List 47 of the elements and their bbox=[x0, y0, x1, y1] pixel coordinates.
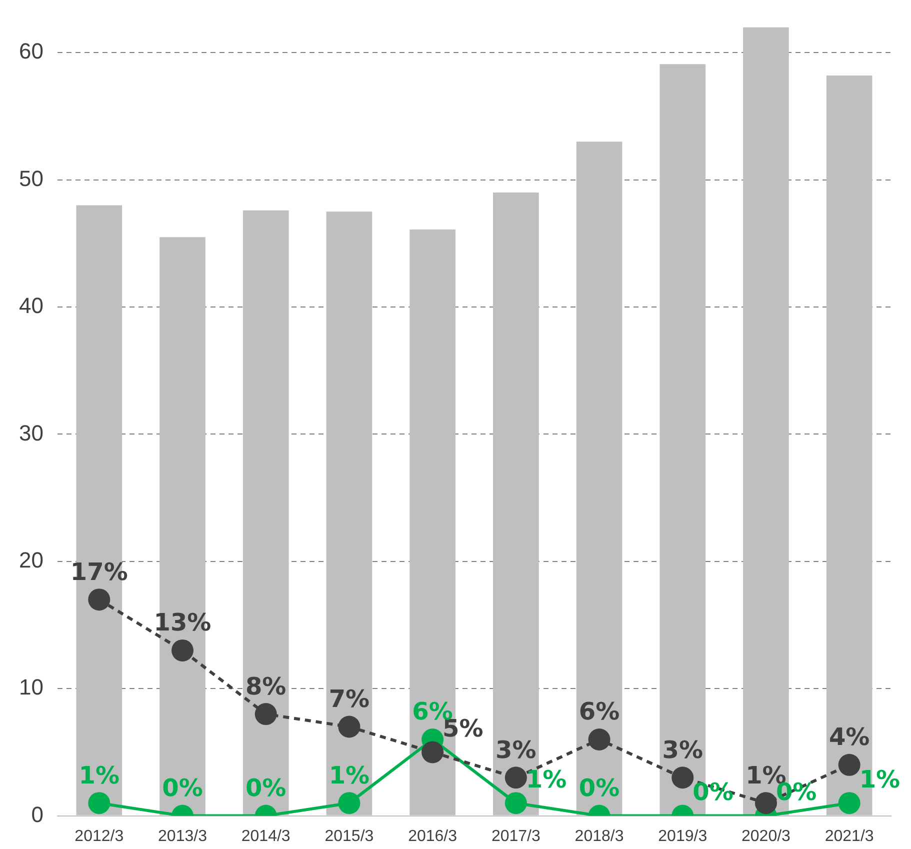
y-tick-label: 20 bbox=[18, 547, 44, 572]
x-tick-label: 2016/3 bbox=[408, 828, 458, 845]
y-tick-label: 10 bbox=[18, 674, 44, 700]
data-label: 0% bbox=[578, 774, 620, 802]
point bbox=[504, 792, 527, 814]
x-tick-label: 2012/3 bbox=[74, 828, 124, 845]
data-label: 0% bbox=[245, 774, 286, 802]
y-tick-label: 30 bbox=[18, 420, 44, 446]
x-tick-label: 2018/3 bbox=[574, 828, 624, 845]
data-label: 6% bbox=[578, 698, 620, 726]
data-label: 1% bbox=[526, 765, 567, 794]
point bbox=[422, 741, 444, 764]
point bbox=[672, 766, 694, 789]
point bbox=[88, 792, 110, 814]
data-label: 3% bbox=[496, 736, 536, 764]
point bbox=[504, 766, 527, 789]
point bbox=[754, 792, 777, 814]
x-tick-label: 2021/3 bbox=[824, 828, 874, 845]
data-label: 3% bbox=[662, 736, 703, 764]
data-label: 0% bbox=[692, 778, 734, 806]
point bbox=[172, 639, 194, 662]
data-label: 1% bbox=[859, 765, 900, 794]
data-label: 8% bbox=[245, 672, 286, 700]
point bbox=[838, 792, 860, 814]
data-label: 1% bbox=[78, 761, 120, 790]
data-label: 17% bbox=[70, 558, 128, 586]
y-tick-label: 0 bbox=[31, 802, 44, 827]
x-tick-label: 2017/3 bbox=[491, 828, 540, 845]
x-tick-label: 2020/3 bbox=[742, 828, 791, 845]
point bbox=[338, 792, 360, 814]
x-tick-label: 2015/3 bbox=[324, 828, 374, 845]
y-tick-label: 60 bbox=[18, 38, 44, 64]
data-label: 1% bbox=[328, 761, 370, 790]
data-label: 13% bbox=[154, 608, 212, 637]
x-tick-label: 2013/3 bbox=[158, 828, 208, 845]
data-label: 4% bbox=[828, 723, 870, 752]
x-tick-label: 2019/3 bbox=[658, 828, 708, 845]
point bbox=[338, 716, 360, 738]
y-tick-label: 40 bbox=[18, 293, 44, 318]
point bbox=[838, 754, 860, 776]
y-tick-label: 50 bbox=[18, 166, 44, 191]
point bbox=[254, 703, 277, 726]
data-label: 7% bbox=[328, 685, 370, 713]
point bbox=[588, 728, 610, 750]
point bbox=[88, 588, 110, 611]
data-label: 0% bbox=[162, 774, 203, 802]
x-tick-label: 2014/3 bbox=[241, 828, 290, 845]
